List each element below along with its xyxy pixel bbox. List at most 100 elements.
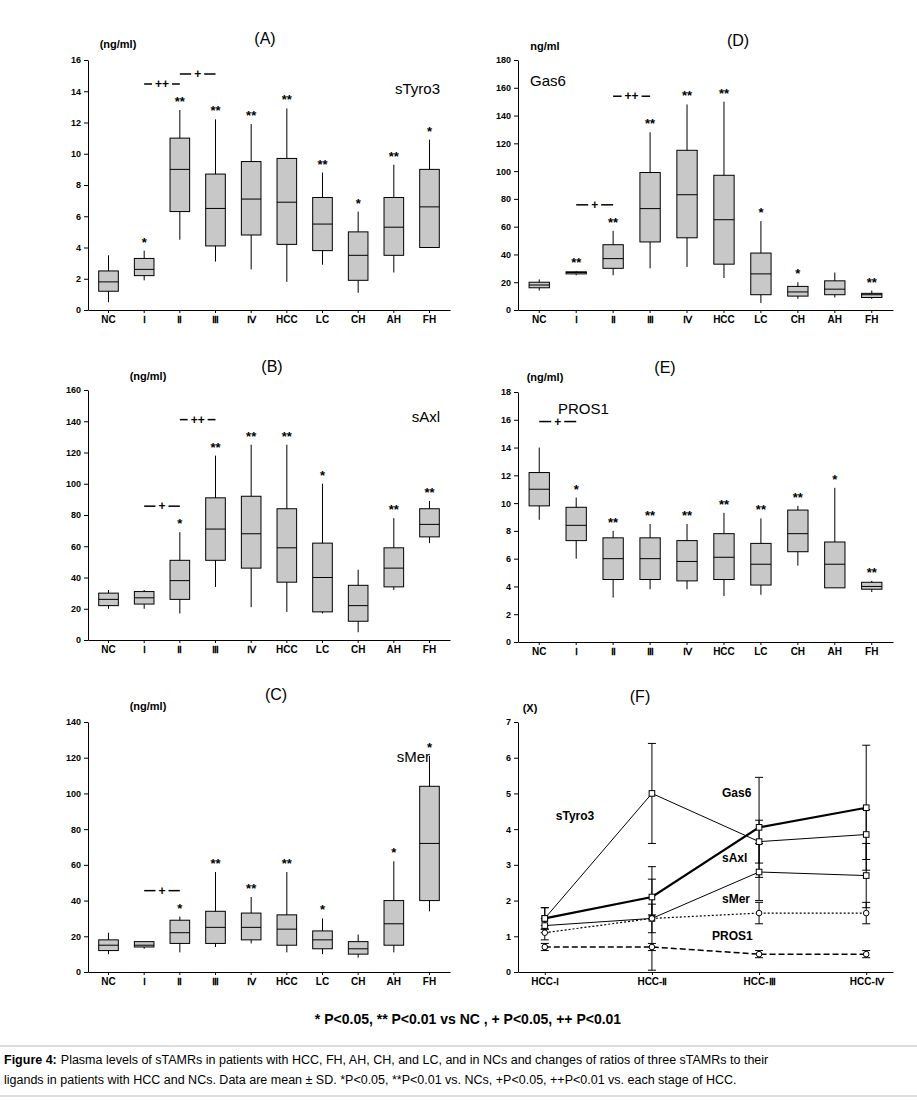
box [206,911,226,943]
error-cap [862,923,870,924]
median [313,939,333,940]
y-tick-mark [84,640,88,641]
significance: ** [389,502,400,517]
x-tick-mark [215,972,216,975]
y-tick: 0 [506,305,518,315]
y-tick-mark [514,865,518,866]
significance: * [795,266,801,281]
significance: ** [608,215,619,230]
box [751,253,771,295]
x-tick: NC [532,310,546,325]
bracket-label: + [554,415,561,429]
x-tick-label: Ⅱ [611,314,616,325]
median [566,272,586,273]
y-tick: 6 [506,554,518,564]
x-tick: LC [754,310,767,325]
box [788,510,808,552]
x-tick-mark [834,642,835,645]
box [825,542,845,588]
box [384,548,404,587]
x-tick-mark [108,972,109,975]
box [825,281,845,295]
series-label: sMer [397,748,430,765]
x-tick-label: CH [351,314,365,325]
y-tick: 3 [506,860,518,870]
box [241,496,261,568]
y-tick-label: 180 [496,55,511,65]
x-tick-label: Ⅰ [575,646,578,657]
y-tick-mark [84,901,88,902]
y-tick-label: 160 [66,385,81,395]
y-tick-label: 0 [506,305,511,315]
x-tick-label: AH [828,314,842,325]
median [529,489,549,490]
y-tick: 60 [501,222,518,232]
x-tick-label: CH [791,314,805,325]
y-tick: 20 [501,278,518,288]
x-tick: LC [316,640,329,655]
series-line [545,947,866,954]
y-tick-label: 5 [506,789,511,799]
y-axis: 01234567 [506,717,519,977]
box [170,920,190,943]
y-tick-label: 12 [71,118,81,128]
y-tick-mark [514,559,518,560]
x-tick-mark [393,310,394,313]
y-tick-mark [84,515,88,516]
marker [863,910,869,916]
figure: (A)(ng/ml)sTyro3***************+++024681… [0,0,917,1101]
box-panel: (E)(ng/ml)PROS1****************+02468101… [501,359,894,657]
bracket-label: + [158,499,165,513]
significance: ** [608,515,619,530]
marker [756,839,762,845]
box [313,543,333,612]
y-tick-mark [514,793,518,794]
median [714,219,734,220]
x-tick-label: NC [532,314,546,325]
y-tick-label: 0 [506,637,511,647]
error-cap [648,743,656,744]
significance: * [832,472,838,487]
series-label: PROS1 [712,929,753,943]
caption-label: Figure 4: [4,1053,57,1067]
significance: * [320,468,326,483]
caption-rule [0,1096,917,1097]
median [241,199,261,200]
x-tick-mark [286,640,287,643]
y-tick-label: 10 [501,498,511,508]
significance: ** [175,94,186,109]
bracket-label: ++ [155,77,169,91]
significance: ** [282,429,293,444]
y-tick: 18 [501,387,518,397]
x-tick: Ⅲ [647,310,654,325]
y-tick: 12 [501,471,518,481]
y-tick: 20 [71,932,88,942]
x-tick-label: AH [387,976,401,987]
x-tick-label: AH [387,314,401,325]
box [529,282,549,288]
y-tick-mark [84,279,88,280]
x-tick-label: Ⅲ [647,314,654,325]
y-tick-mark [514,282,518,283]
y-tick-mark [84,310,88,311]
y-tick-label: 14 [71,87,81,97]
median [420,843,440,844]
y-tick: 4 [506,825,518,835]
x-tick: Ⅲ [212,972,219,987]
y-tick-label: 6 [506,753,511,763]
x-tick-label: LC [316,644,329,655]
x-axis-line [89,640,451,641]
y-tick: 160 [496,83,518,93]
y-tick-label: 100 [66,789,81,799]
x-tick-mark [687,642,688,645]
x-tick: HCC [713,642,735,657]
y-tick: 40 [71,896,88,906]
x-tick: Ⅱ [611,642,616,657]
y-axis: 020406080100120140160180 [496,55,519,315]
marker [649,894,655,900]
box-panel: (C)(ng/ml)sMer**********+020406080100120… [66,686,451,987]
x-tick: Ⅰ [575,642,578,657]
x-tick: Ⅱ [177,640,182,655]
y-tick-label: 2 [506,896,511,906]
x-tick-mark [322,972,323,975]
